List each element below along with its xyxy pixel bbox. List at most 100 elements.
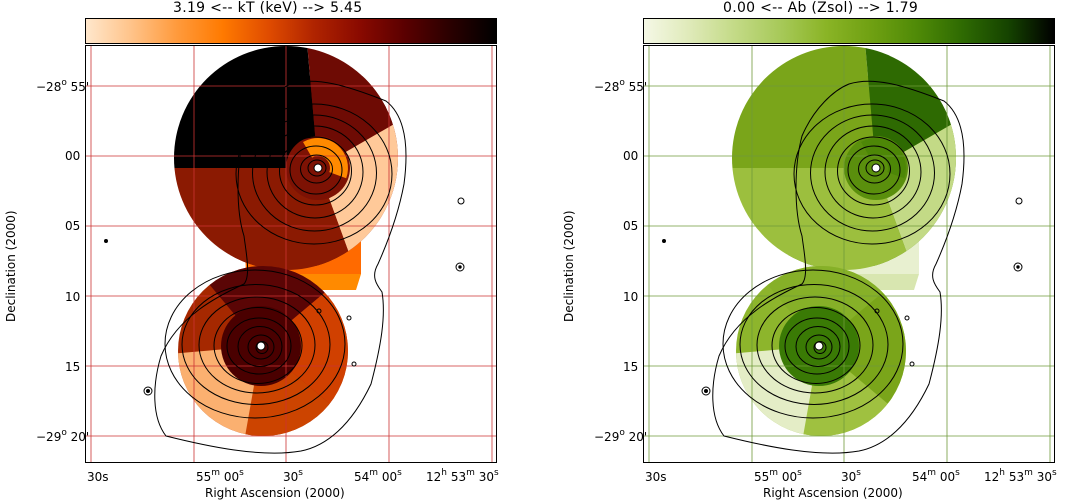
contour [805,334,833,360]
cluster-core [256,341,266,351]
region [174,168,370,270]
contour [279,136,352,206]
x-axis-title: Right Ascension (2000) [763,486,903,500]
abundance-map-panel: 0.00 <-- Ab (Zsol) --> 1.79 −28o 55' 00 … [543,0,1087,503]
contour [300,154,333,184]
dec-tick-label: 10 [623,290,639,304]
coordinate-grid [86,46,496,462]
temperature-map [85,45,497,463]
colorbar-title: 0.00 <-- Ab (Zsol) --> 1.79 [723,0,919,16]
contour [722,269,904,419]
contour [164,269,346,419]
point-source [351,361,357,367]
dec-tick-label: −29o 20' [36,428,90,444]
point-source [1016,265,1020,269]
contour [865,159,885,177]
contour [824,125,922,219]
colorbar-title: 3.19 <-- kT (keV) --> 5.45 [173,0,363,16]
cluster-core [814,341,824,351]
region [261,266,348,430]
y-axis-title: Declination (2000) [562,210,576,322]
point-source [701,386,711,396]
cluster-core [313,163,323,173]
outer-contour [154,80,407,454]
outer-contour [712,80,965,454]
dec-tick-label: 05 [65,219,81,233]
contour [813,341,827,354]
contour [213,307,303,384]
abundance-map-image [644,46,1054,462]
ra-tick-label: 30s [645,470,667,484]
ra-tick-label: 55m 00s [196,468,244,484]
contour [756,296,874,394]
contour [237,326,283,367]
region [819,266,906,430]
point-source [909,361,915,367]
point-source [104,239,108,243]
point-source [457,197,465,205]
point-source [146,389,150,393]
contour [793,103,951,245]
point-source [874,308,880,314]
contour [235,103,393,245]
dec-tick-label: 15 [65,360,81,374]
region [174,46,318,168]
contour [266,125,364,219]
contour [739,284,889,405]
point-source [904,315,910,321]
contour [307,159,327,177]
temperature-map-image [86,46,496,462]
region-map [732,46,956,436]
dec-tick-label: 05 [623,219,639,233]
point-source [143,386,153,396]
contour [198,296,316,394]
region [303,138,348,179]
ra-tick-label: 54m 00s [354,468,402,484]
dec-tick-label: −29o 20' [594,428,648,444]
region [178,266,348,346]
region [732,46,876,168]
contour [810,114,935,232]
point-source [455,262,465,272]
region-map [174,46,398,436]
contour [847,145,901,195]
ra-tick-label: 54m 00s [912,468,960,484]
ra-tick-label: 30s [283,468,303,484]
contour [255,341,269,354]
ra-tick-label: 55m 00s [754,468,802,484]
contour [181,284,331,405]
region [732,168,928,270]
point-source [316,308,322,314]
temperature-colorbar [85,18,497,44]
xray-contours [662,80,1023,454]
point-source [662,239,666,243]
ra-tick-label: 30s [841,468,861,484]
abundance-map [643,45,1055,463]
contour [247,334,275,360]
xray-contours [104,80,465,454]
point-source [458,265,462,269]
point-source [1015,197,1023,205]
dec-tick-label: 00 [65,149,81,163]
contour [289,145,343,195]
contour [858,154,891,184]
temperature-map-panel: 3.19 <-- kT (keV) --> 5.45 −28o 55' 00 0… [0,0,543,503]
y-axis-title: Declination (2000) [4,210,18,322]
ra-tick-label: 30s [87,470,109,484]
ra-tick-label: 12h 53m 30s [426,468,499,484]
contour [771,307,861,384]
contour [252,114,377,232]
region [736,266,906,346]
contour [837,136,910,206]
point-source [346,315,352,321]
x-axis-title: Right Ascension (2000) [205,486,345,500]
ra-tick-label: 12h 53m 30s [984,468,1057,484]
point-source [1013,262,1023,272]
dec-tick-label: −28o 55' [594,78,648,94]
contour [226,317,292,375]
dec-tick-label: −28o 55' [36,78,90,94]
region [861,138,906,179]
point-source [704,389,708,393]
contour [795,326,841,367]
contour [784,317,850,375]
